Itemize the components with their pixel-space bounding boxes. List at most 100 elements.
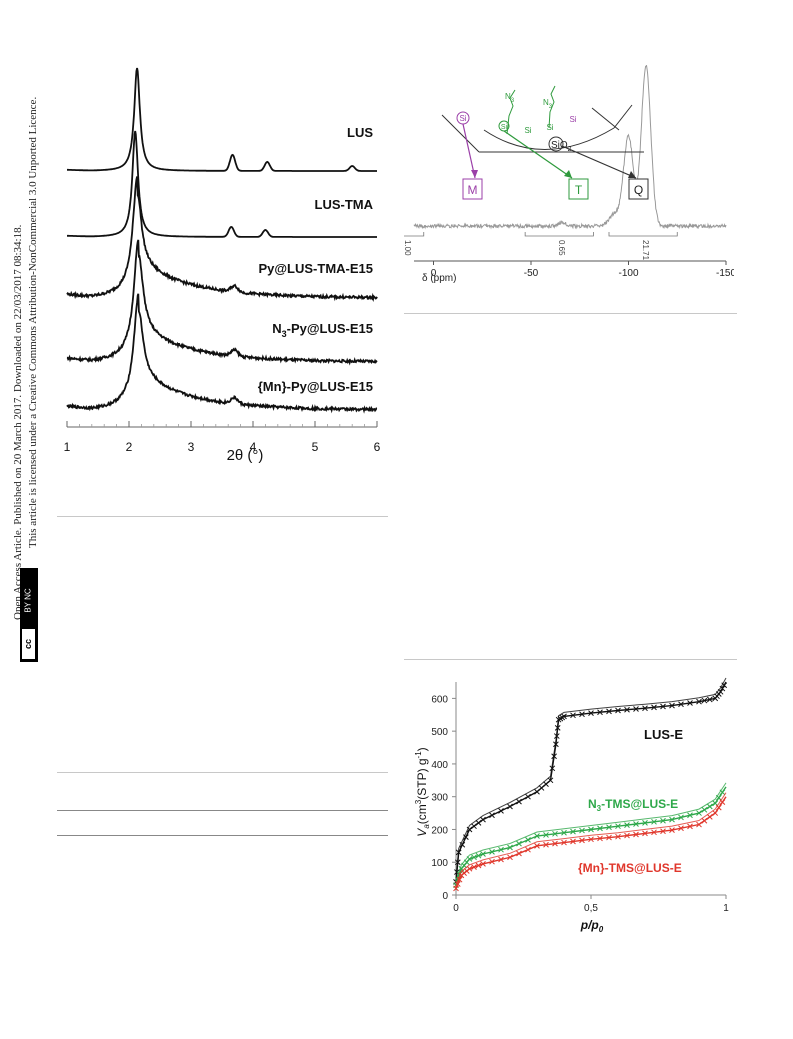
integral-value: 0.65 <box>557 240 566 256</box>
y-tick-label: 0 <box>442 891 448 902</box>
integrals: 1.00 0.65 21.71 <box>404 232 678 261</box>
data-point-marker <box>507 854 513 861</box>
x-tick-label: 0 <box>453 903 459 914</box>
saxs-series-line <box>67 67 377 172</box>
isotherm-line <box>455 796 727 889</box>
y-tick-label: 600 <box>431 694 448 705</box>
integral-bracket <box>524 232 594 237</box>
y-tick-label: 400 <box>431 760 448 771</box>
x-tick-label: -150 <box>716 268 734 279</box>
data-point-marker <box>471 864 477 870</box>
data-point-marker <box>489 812 495 819</box>
data-point-marker <box>471 823 477 830</box>
series-label-rest: -Py@LUS-E15 <box>287 321 373 336</box>
data-point-marker <box>719 789 726 796</box>
data-point-marker <box>687 812 693 819</box>
data-point-marker <box>543 841 549 848</box>
data-point-marker <box>480 861 486 867</box>
x-tick-label: 0 <box>431 268 437 279</box>
data-point-marker <box>525 793 531 800</box>
data-point-marker <box>552 830 558 837</box>
series-label-main: N <box>272 321 281 336</box>
data-point-marker <box>706 803 713 810</box>
n3-label-sub: 3 <box>511 98 515 104</box>
x-tick-label: 1 <box>64 440 71 454</box>
data-point-marker <box>466 865 473 872</box>
data-point-marker <box>553 733 560 739</box>
data-point-marker <box>456 876 463 883</box>
license-line-1: Open Access Article. Published on 20 Mar… <box>12 224 24 620</box>
data-point-marker <box>588 710 594 716</box>
data-point-marker <box>721 682 728 689</box>
x-ticks: 0 -50 -100 -150 <box>431 261 734 279</box>
data-point-marker <box>678 701 684 708</box>
data-point-marker <box>579 837 585 844</box>
data-point-marker <box>534 842 540 849</box>
nmr-spectrum-line <box>413 65 727 230</box>
isotherm-line <box>455 786 727 886</box>
data-point-marker <box>669 816 675 823</box>
x-tick-label: 3 <box>188 440 195 454</box>
data-point-marker <box>507 803 513 810</box>
data-point-marker <box>498 846 504 853</box>
n3-main: N <box>588 797 597 811</box>
legend-n3-tms: N3-TMS@LUS-E <box>588 797 678 813</box>
x-tick-label: 6 <box>374 440 381 454</box>
legend-mn-tms: {Mn}-TMS@LUS-E <box>578 861 682 875</box>
series-label: LUS <box>347 125 373 140</box>
si-m-label: Si <box>459 114 466 123</box>
svg-text:N3: N3 <box>505 92 515 104</box>
data-point-marker <box>475 852 482 859</box>
x-axis-label: δ (ppm) <box>422 273 456 284</box>
y-sub: a <box>422 824 431 829</box>
data-point-marker <box>498 856 504 863</box>
legend-lus-e: LUS-E <box>644 727 683 742</box>
data-point-marker <box>701 806 708 813</box>
saxs-series-line <box>67 130 377 238</box>
data-point-marker <box>719 685 726 692</box>
sio2-main: SiO <box>551 140 568 151</box>
x-tick-label: 0,5 <box>584 903 598 914</box>
x-tick-label: -100 <box>618 268 638 279</box>
data-point-marker <box>633 706 639 712</box>
data-point-marker <box>624 832 630 839</box>
data-point-marker <box>615 823 621 830</box>
si-t-label: Si <box>501 124 508 131</box>
data-point-marker <box>715 804 722 811</box>
nc-label: NC <box>24 587 34 600</box>
data-point-marker <box>471 854 477 861</box>
data-point-marker <box>570 828 576 835</box>
y-ticks: 0 100 200 300 400 500 600 0 0,5 1 <box>431 694 729 914</box>
data-point-marker <box>525 846 531 853</box>
data-point-marker <box>715 794 722 801</box>
cc-badge[interactable]: cc BY NC <box>20 568 38 662</box>
data-point-marker <box>475 862 482 869</box>
y-sup2: -1 <box>414 751 423 759</box>
divider-rule <box>57 772 388 773</box>
data-point-marker <box>633 821 639 827</box>
data-point-marker <box>687 823 693 830</box>
pp0-main: p/p <box>580 918 599 932</box>
license-line-2[interactable]: This article is licensed under a Creativ… <box>27 96 39 548</box>
desorption-line <box>455 782 727 882</box>
data-point-marker <box>678 814 684 821</box>
data-point-marker <box>660 817 666 824</box>
y-tick-label: 100 <box>431 858 448 869</box>
y-tick-label: 200 <box>431 825 448 836</box>
svg-text:N3: N3 <box>543 98 553 110</box>
data-point-marker <box>701 817 708 824</box>
data-point-marker <box>561 829 567 836</box>
by-nc-label: BY NC <box>24 588 33 612</box>
x-tick-label: 5 <box>312 440 319 454</box>
data-point-marker <box>552 840 558 847</box>
y-sup: 3 <box>414 799 423 804</box>
data-point-marker <box>669 827 675 833</box>
data-point-marker <box>696 821 702 828</box>
data-point-marker <box>642 820 648 826</box>
nmr-chart: 1.00 0.65 21.71 0 -50 -100 -150 δ (ppm) Si Si… <box>404 65 734 284</box>
peak-label-m: M <box>468 183 478 197</box>
peak-label-t: T <box>575 183 583 197</box>
n3-label-sub: 3 <box>549 104 553 110</box>
